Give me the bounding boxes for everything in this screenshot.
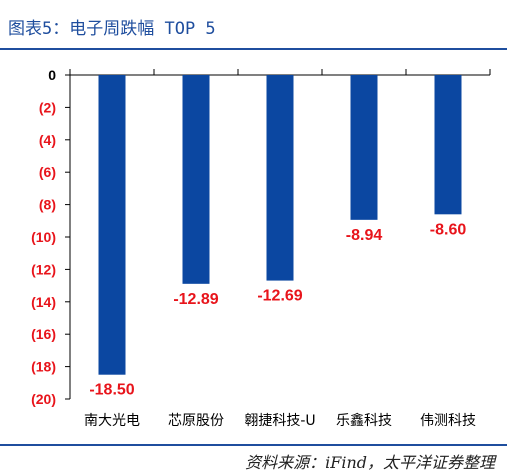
footer-divider xyxy=(0,444,507,446)
y-tick-label: (4) xyxy=(39,132,56,148)
bar-value-label: -8.94 xyxy=(346,227,383,244)
bar xyxy=(182,75,210,284)
bar xyxy=(350,75,378,220)
y-tick-label: (16) xyxy=(31,326,56,342)
bar-chart: 0 (2) (4) (6) (8) (10) (12) (14) (16) (18) (20) -18… xyxy=(31,67,491,429)
bar-value-label: -18.50 xyxy=(89,382,134,399)
y-tick-label: (14) xyxy=(31,294,56,310)
bar xyxy=(434,75,462,215)
bar xyxy=(98,75,126,375)
y-tick-label: (18) xyxy=(31,359,56,375)
y-tick-label: (6) xyxy=(39,164,56,180)
x-category-label: 南大光电 xyxy=(84,413,140,429)
y-tick-label: (20) xyxy=(31,391,56,407)
title-divider xyxy=(0,48,507,50)
x-category-label: 翱捷科技-U xyxy=(244,413,315,429)
bar-value-label: -8.60 xyxy=(430,221,467,238)
y-tick-label: 0 xyxy=(48,67,56,83)
y-tick-label: (2) xyxy=(39,99,56,115)
y-tick-label: (8) xyxy=(39,197,56,213)
y-tick-label: (10) xyxy=(31,229,56,245)
x-category-label: 伟测科技 xyxy=(420,413,476,429)
chart-title: 图表5：电子周跌幅 TOP 5 xyxy=(8,19,216,39)
x-category-label: 乐鑫科技 xyxy=(336,412,392,429)
bar-value-label: -12.69 xyxy=(257,288,302,305)
x-category-label: 芯原股份 xyxy=(168,413,224,429)
source-note: 资料来源：iFind，太平洋证券整理 xyxy=(245,453,495,472)
y-tick-label: (12) xyxy=(31,261,56,277)
bar xyxy=(266,75,294,281)
bar-value-label: -12.89 xyxy=(173,291,218,308)
